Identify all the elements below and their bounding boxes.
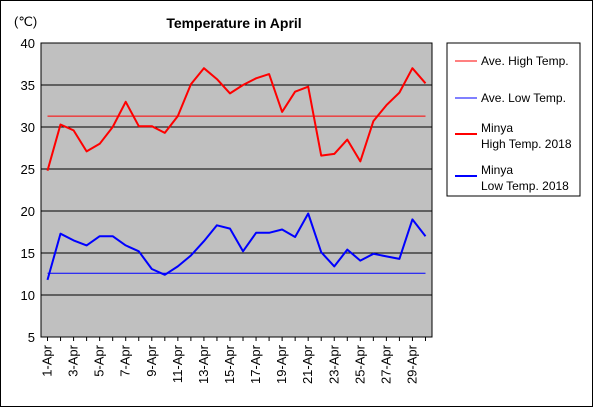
y-tick-label: 35 — [21, 78, 35, 93]
x-tick-label: 21-Apr — [300, 344, 315, 384]
x-tick-label: 23-Apr — [326, 344, 341, 384]
x-tick-label: 13-Apr — [196, 344, 211, 384]
plot-area — [40, 42, 433, 338]
x-tick-label: 27-Apr — [378, 344, 393, 384]
legend-label: Ave. High Temp. — [481, 54, 569, 68]
y-tick-label: 10 — [21, 288, 35, 303]
y-tick-label: 25 — [21, 162, 35, 177]
x-tick-label: 15-Apr — [222, 344, 237, 384]
y-tick-label: 20 — [21, 204, 35, 219]
legend-label: Low Temp. 2018 — [481, 179, 569, 193]
y-tick-label: 5 — [28, 330, 35, 345]
gridlines — [41, 84, 432, 296]
legend-box — [446, 42, 581, 197]
x-tick-label: 11-Apr — [170, 344, 185, 383]
x-tick-label: 19-Apr — [274, 344, 289, 384]
x-tick-label: 5-Apr — [92, 344, 107, 376]
x-tick-label: 3-Apr — [66, 344, 81, 376]
series-lines — [46, 67, 427, 281]
x-tick-label: 29-Apr — [404, 344, 419, 384]
chart-title: Temperature in April — [166, 15, 301, 31]
legend-label: High Temp. 2018 — [481, 137, 572, 151]
y-axis-ticks: 40 35 30 25 20 15 10 5 — [21, 36, 35, 345]
x-tick-label: 17-Apr — [248, 344, 263, 384]
y-tick-label: 15 — [21, 246, 35, 261]
x-tick-label: 1-Apr — [40, 344, 55, 376]
series-line-2 — [46, 67, 427, 171]
x-tick-label: 7-Apr — [118, 344, 133, 376]
x-axis-ticks: 1-Apr 3-Apr 5-Apr 7-Apr 9-Apr 11-Apr 13-Apr 15-… — [40, 337, 426, 384]
series-line-3 — [46, 212, 427, 281]
x-tick-label: 9-Apr — [144, 344, 159, 376]
legend-label: Minya — [481, 121, 513, 135]
y-tick-label: 40 — [21, 36, 35, 51]
legend-label: Ave. Low Temp. — [481, 91, 566, 105]
y-tick-label: 30 — [21, 120, 35, 135]
x-tick-label: 25-Apr — [352, 344, 367, 384]
y-axis-unit: (℃) — [14, 14, 37, 29]
legend-label: Minya — [481, 163, 513, 177]
legend: Ave. High Temp. Ave. Low Temp. Minya High T… — [455, 54, 572, 193]
